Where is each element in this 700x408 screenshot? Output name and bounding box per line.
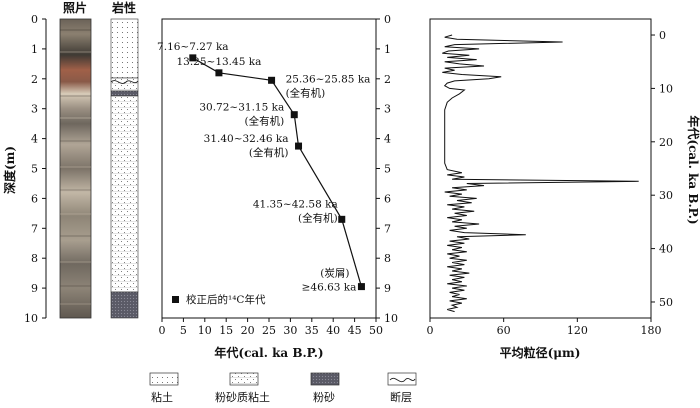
age-point-label: ≥46.63 ka [302, 282, 357, 294]
age-y-tick-label: 7 [384, 222, 391, 235]
depth-tick-label: 10 [24, 312, 38, 325]
age-x-tick-label: 50 [369, 324, 383, 337]
age-x-tick-label: 5 [180, 324, 187, 337]
age-point-label: 41.35~42.58 ka [253, 198, 338, 210]
grain-size-y-axis-title: 年代(cal. ka B.P.) [686, 115, 700, 224]
legend-clay-label: 粘土 [151, 390, 173, 404]
depth-tick-label: 5 [31, 163, 38, 176]
legend-silty-clay-label: 粉砂质粘土 [215, 390, 270, 404]
age-point-label: 13.25~13.45 ka [176, 56, 261, 68]
legend-fault-swatch [387, 372, 417, 386]
lithology-legend: 粘土 粉砂质粘土 粉砂 断层 [149, 372, 417, 404]
depth-tick-label: 4 [31, 133, 38, 146]
grain-y-tick-label: 50 [659, 296, 673, 309]
age-point-label: 25.36~25.85 ka [286, 73, 371, 85]
lithology-layer-silty-clay-upper [110, 77, 139, 92]
age-y-tick-label: 6 [384, 192, 391, 205]
age-point [295, 142, 303, 150]
depth-axis-ticks: 0 1 2 3 4 5 6 7 8 9 10 [24, 13, 46, 325]
age-point [338, 215, 346, 223]
core-photo-streaks [60, 29, 91, 305]
age-point [215, 69, 223, 77]
age-depth-x-axis-title: 年代(cal. ka B.P.) [214, 345, 323, 360]
age-y-tick-label: 2 [384, 73, 391, 86]
age-y-tick-label: 5 [384, 163, 391, 176]
grain-y-tick-label: 0 [659, 29, 666, 42]
grain-x-tick-label: 60 [497, 324, 511, 337]
age-point [268, 76, 276, 84]
age-point-note: (全有机) [286, 86, 326, 99]
grain-y-tick-label: 20 [659, 136, 673, 149]
depth-axis-title: 深度(m) [2, 146, 17, 194]
age-point-note: (炭屑) [320, 268, 349, 280]
grain-size-line [442, 34, 639, 313]
depth-tick-label: 0 [31, 13, 38, 26]
legend-fault-label: 断层 [390, 390, 412, 404]
age-depth-labels: 7.16~7.27 ka 13.25~13.45 ka 25.36~25.85 ka… [157, 41, 370, 294]
age-point [189, 54, 197, 62]
age-point-note: (全有机) [245, 115, 285, 128]
legend-marker-icon [172, 296, 179, 303]
grain-y-tick-label: 30 [659, 189, 673, 202]
age-y-tick-label: 4 [384, 133, 391, 146]
age-x-tick-label: 35 [305, 324, 319, 337]
age-x-tick-label: 0 [159, 324, 166, 337]
age-depth-line [192, 57, 362, 287]
age-x-tick-label: 20 [241, 324, 255, 337]
grain-size-plot-frame [429, 18, 652, 319]
depth-tick-label: 7 [31, 222, 38, 235]
grain-x-tick-label: 120 [567, 324, 588, 337]
age-x-tick-label: 15 [219, 324, 233, 337]
age-depth-legend: 校正后的¹⁴C年代 [172, 293, 266, 306]
age-point-label: 30.72~31.15 ka [199, 102, 284, 114]
lithology-layer-silt-thin [110, 90, 139, 97]
legend-label: 校正后的¹⁴C年代 [186, 293, 266, 306]
age-point [290, 111, 298, 119]
age-y-tick-label: 3 [384, 103, 391, 116]
age-point-note: (全有机) [298, 211, 338, 224]
grain-x-tick-label: 0 [427, 324, 434, 337]
legend-silt-swatch [310, 372, 340, 386]
age-x-tick-label: 30 [283, 324, 297, 337]
legend-clay-swatch [149, 372, 179, 386]
age-y-tick-label: 10 [384, 312, 398, 325]
legend-silt-label: 粉砂 [313, 391, 335, 404]
lithology-layer-silt-bottom [110, 291, 139, 319]
age-y-tick-label: 9 [384, 282, 391, 295]
age-depth-points [189, 54, 365, 291]
age-x-tick-label: 45 [348, 324, 362, 337]
lithology-column-header: 岩性 [111, 0, 136, 15]
age-point [357, 283, 365, 291]
age-x-tick-label: 10 [198, 324, 212, 337]
grain-size-x-axis-title: 平均粒径(μm) [500, 345, 581, 360]
lithology-layer-clay-top [110, 18, 139, 79]
age-y-tick-label: 0 [384, 13, 391, 26]
age-y-tick-label: 8 [384, 252, 391, 265]
lithology-column [110, 18, 139, 319]
grain-y-tick-label: 40 [659, 243, 673, 256]
fault-line-icon [110, 80, 139, 84]
legend-fault-icon [389, 377, 416, 383]
age-y-tick-label: 1 [384, 43, 391, 56]
depth-tick-label: 9 [31, 282, 38, 295]
legend-silty-clay-swatch [229, 372, 259, 386]
lithology-layer-silty-clay-main [110, 95, 139, 293]
depth-tick-label: 3 [31, 103, 38, 116]
age-point-label: 7.16~7.27 ka [157, 41, 229, 53]
age-point-note: (全有机) [249, 146, 289, 159]
age-x-tick-label: 40 [326, 324, 340, 337]
age-point-label: 31.40~32.46 ka [204, 133, 289, 145]
depth-tick-label: 2 [31, 73, 38, 86]
depth-tick-label: 1 [31, 43, 38, 56]
age-x-tick-label: 25 [262, 324, 276, 337]
grain-x-tick-label: 180 [641, 324, 662, 337]
depth-tick-label: 8 [31, 252, 38, 265]
grain-size-axes: 0 60 120 180 0 10 20 30 40 50 [427, 29, 674, 337]
core-photo [59, 18, 92, 319]
depth-tick-label: 6 [31, 192, 38, 205]
grain-y-tick-label: 10 [659, 82, 673, 95]
photo-column-header: 照片 [63, 0, 87, 15]
